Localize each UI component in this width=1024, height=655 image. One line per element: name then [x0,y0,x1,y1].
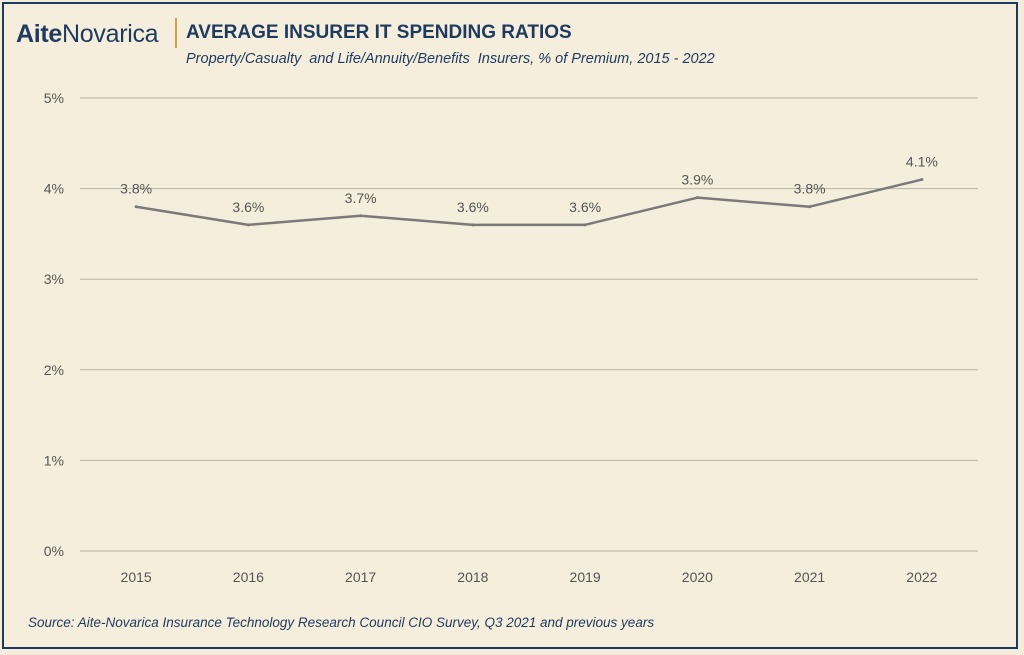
data-label: 3.6% [569,199,601,215]
y-tick-label: 0% [44,543,64,559]
brand-logo-part2: Novarica [62,20,159,48]
x-tick-label: 2015 [121,569,152,585]
x-tick-label: 2020 [682,569,713,585]
chart-title: AVERAGE INSURER IT SPENDING RATIOS [186,22,572,43]
brand-logo: AiteNovarica [16,20,159,49]
series-line [135,178,923,227]
data-point [808,205,812,209]
brand-logo-part1: Aite [16,20,63,48]
data-point [359,214,363,218]
data-label: 3.8% [120,181,152,197]
data-label: 3.7% [345,190,377,206]
y-tick-label: 2% [44,362,64,378]
data-point [471,223,475,227]
x-tick-label: 2019 [570,569,601,585]
x-tick-label: 2022 [906,569,937,585]
data-point [134,205,138,209]
x-tick-label: 2018 [457,569,488,585]
x-tick-label: 2016 [233,569,264,585]
data-point [246,223,250,227]
data-label: 3.8% [794,181,826,197]
data-label: 3.9% [681,172,713,188]
y-tick-label: 3% [44,271,64,287]
source-note: Source: Aite-Novarica Insurance Technolo… [28,615,655,630]
data-point [920,178,924,182]
data-label: 3.6% [457,199,489,215]
y-tick-label: 5% [44,90,64,106]
y-tick-label: 1% [44,452,64,468]
x-tick-label: 2021 [794,569,825,585]
y-tick-label: 4% [44,181,64,197]
data-point [695,196,699,200]
x-tick-label: 2017 [345,569,376,585]
data-label: 4.1% [906,154,938,170]
data-label: 3.6% [232,199,264,215]
logo-divider [175,18,177,48]
data-point [583,223,587,227]
chart-subtitle: Property/Casualty and Life/Annuity/Benef… [186,51,715,67]
